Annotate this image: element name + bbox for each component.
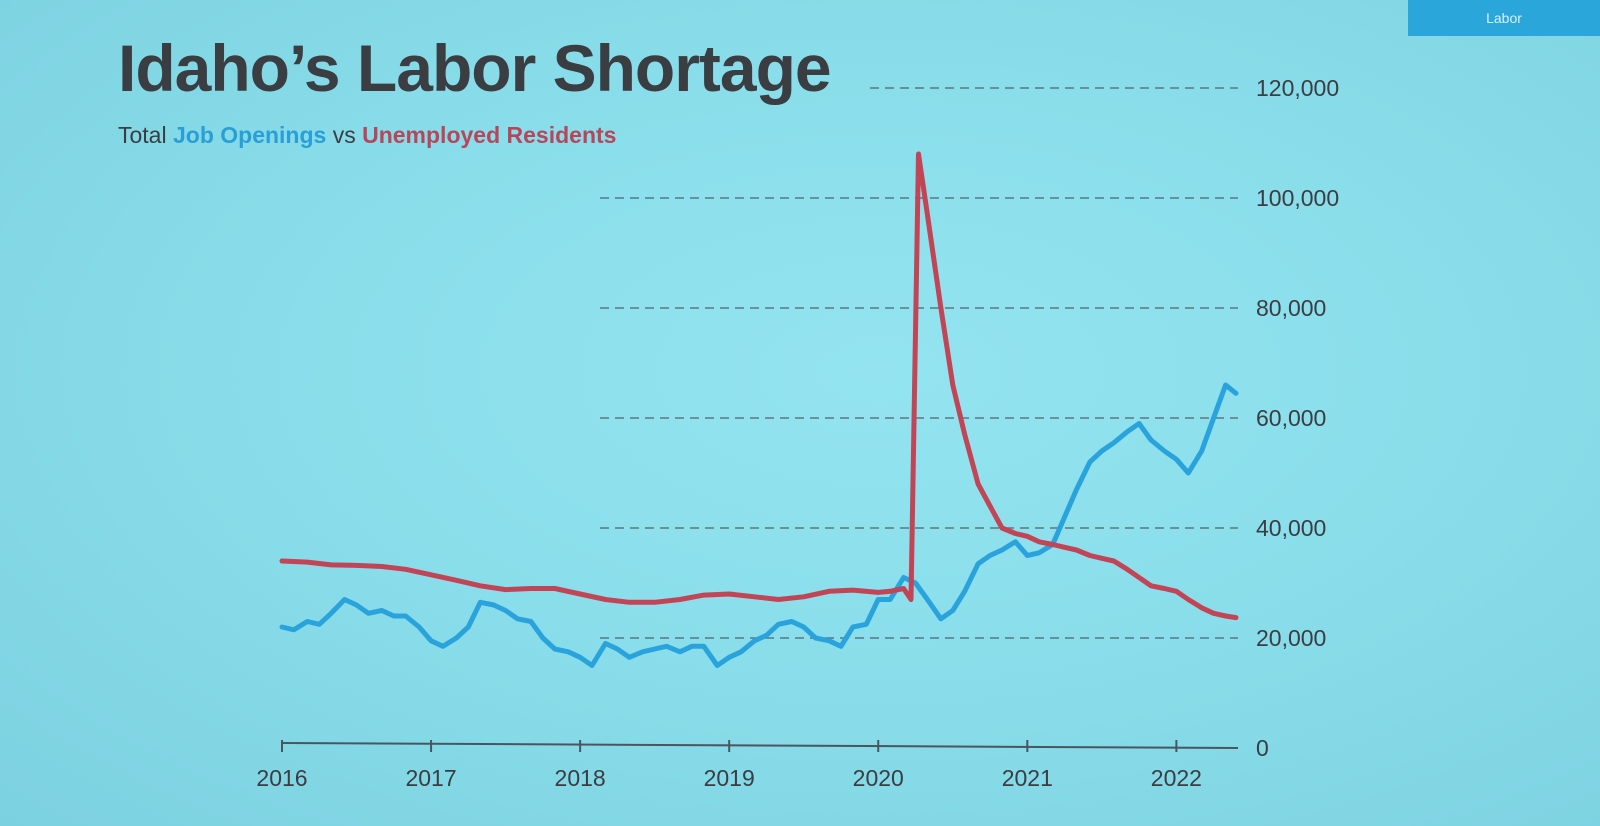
chart-subtitle: Total Job Openings vs Unemployed Residen… [118, 122, 616, 149]
subtitle-middle: vs [326, 122, 363, 148]
chart-title: Idaho’s Labor Shortage [118, 31, 832, 105]
slide-section-tab: Labor [1408, 0, 1600, 36]
axes [281, 740, 1239, 752]
tick-labels: 0 20,000 40,000 60,000 80,000 100,000 120,000 2… [256, 75, 1339, 791]
x-tick-label: 2018 [555, 765, 606, 791]
x-tick-label: 2020 [853, 765, 904, 791]
y-tick-label: 100,000 [1256, 185, 1339, 211]
x-tick-label: 2019 [704, 765, 755, 791]
x-axis-line [281, 742, 1239, 749]
series-line-job-openings [279, 382, 1239, 668]
x-tick-label: 2021 [1002, 765, 1053, 791]
x-tick-label: 2022 [1151, 765, 1202, 791]
subtitle-prefix: Total [118, 122, 173, 148]
x-tick-label: 2017 [405, 765, 456, 791]
y-tick-label: 0 [1256, 735, 1269, 761]
series-line-unemployed-residents [279, 151, 1239, 621]
y-tick-label: 80,000 [1256, 295, 1326, 321]
y-tick-label: 20,000 [1256, 625, 1326, 651]
y-tick-label: 60,000 [1256, 405, 1326, 431]
x-tick-label: 2016 [256, 765, 307, 791]
y-tick-label: 120,000 [1256, 75, 1339, 101]
subtitle-unemployed-residents: Unemployed Residents [362, 122, 617, 148]
series-lines [279, 151, 1239, 668]
subtitle-job-openings: Job Openings [172, 122, 327, 148]
y-tick-label: 40,000 [1256, 515, 1326, 541]
